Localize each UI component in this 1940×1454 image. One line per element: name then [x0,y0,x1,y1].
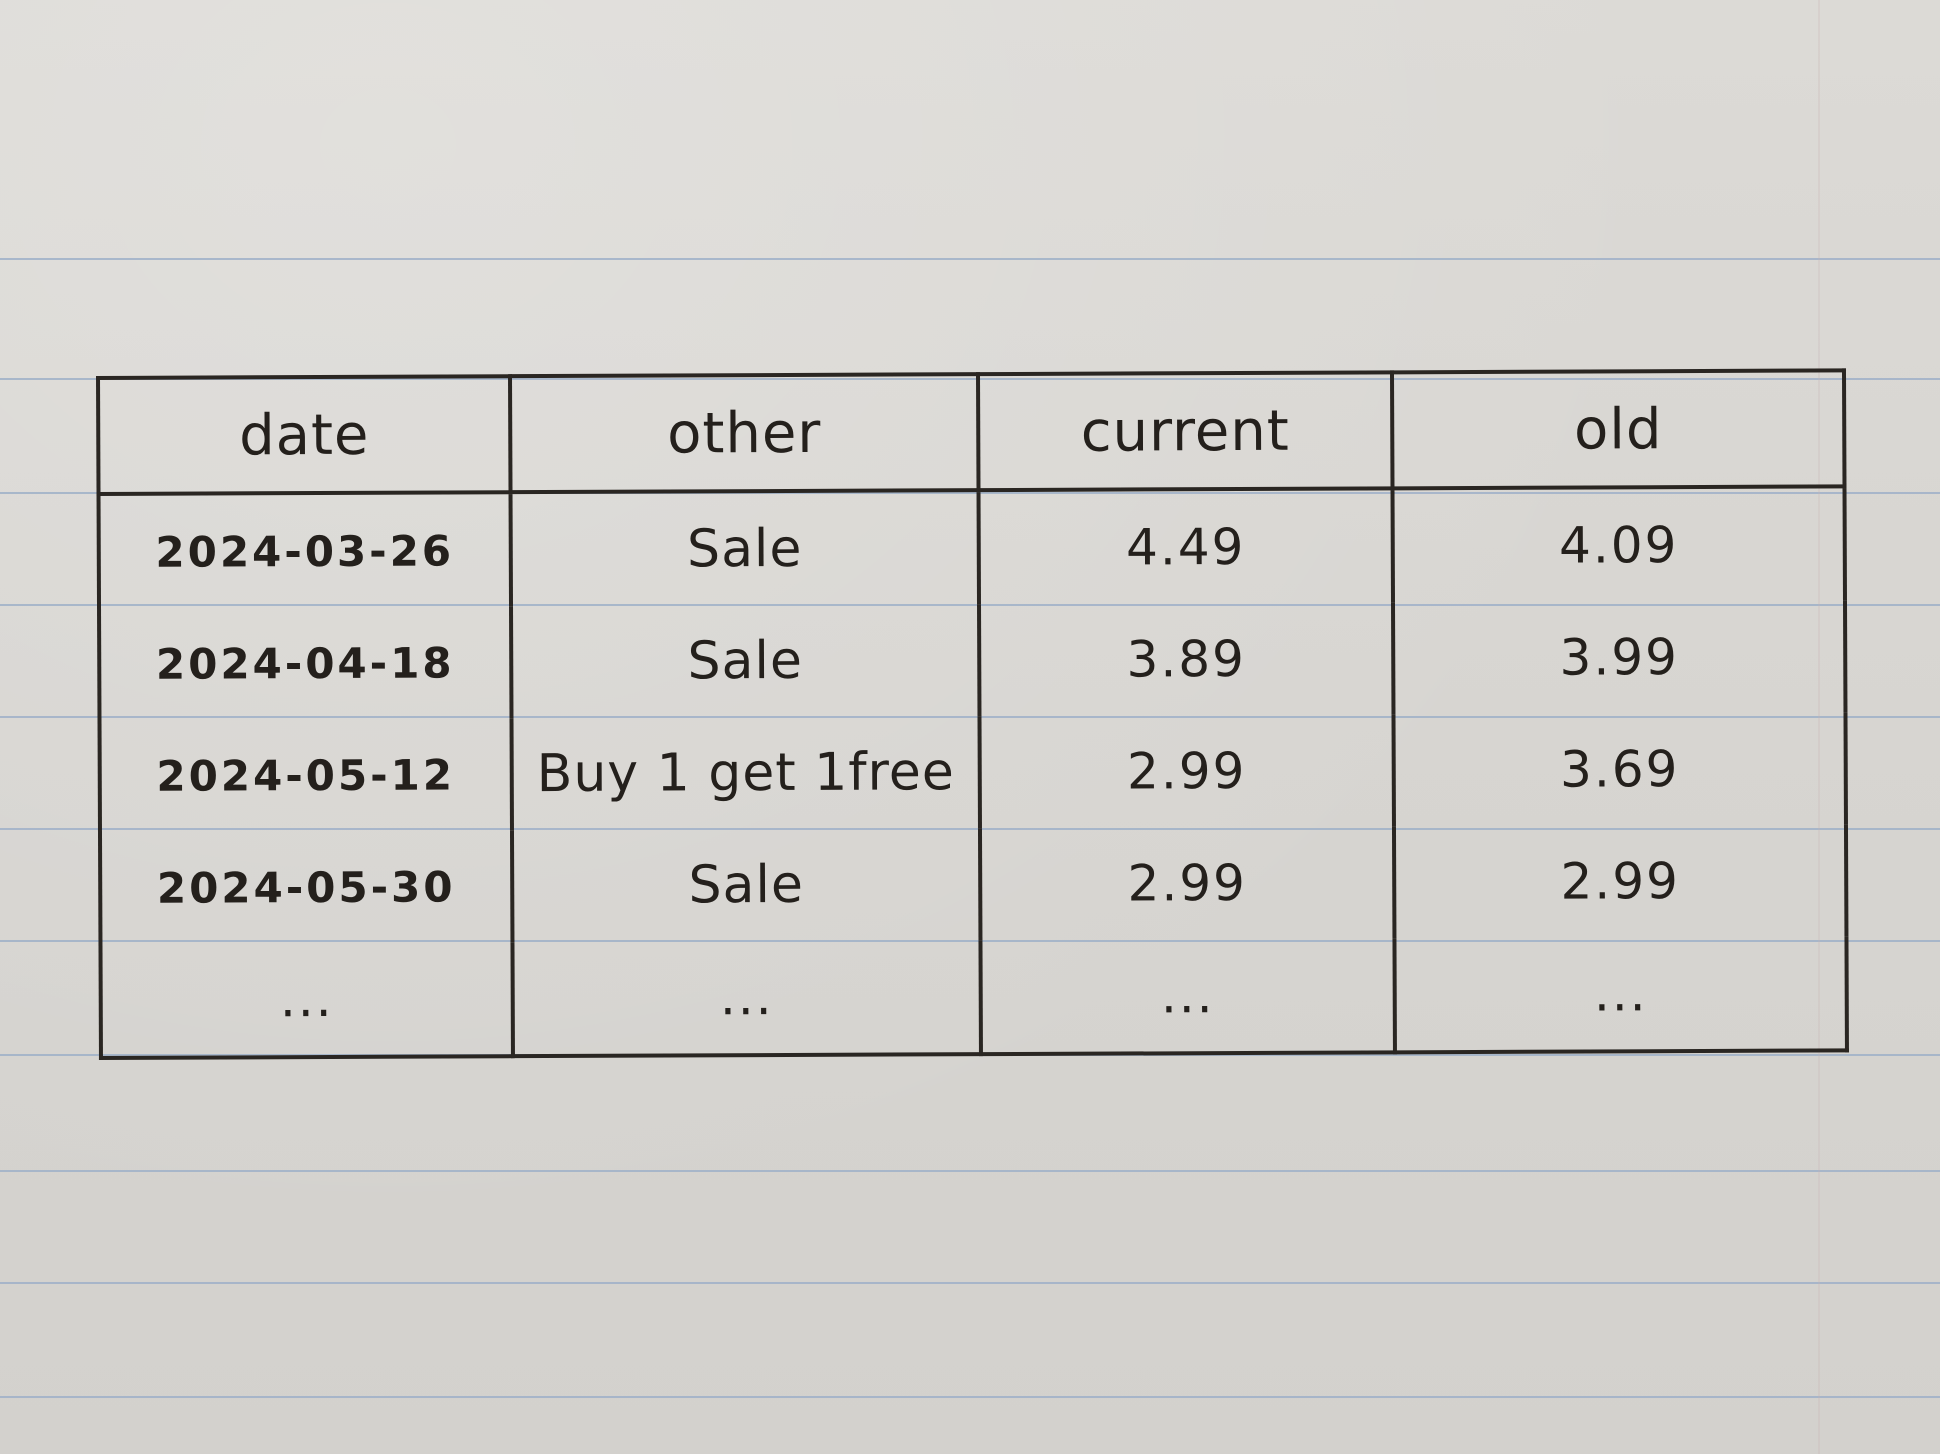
cell-date: 2024-03-26 [99,492,511,608]
ruled-line [0,1396,1940,1398]
table-row: 2024-05-12 Buy 1 get 1free 2.99 3.69 [100,712,1846,832]
ruled-line [0,258,1940,260]
cell-old: 3.69 [1393,712,1845,826]
table-row: 2024-04-18 Sale 3.89 3.99 [99,600,1845,720]
cell-old: 4.09 [1393,486,1845,602]
cell-date: 2024-05-12 [100,718,512,832]
ruled-line [0,1282,1940,1284]
table-row-ellipsis: ... ... ... ... [100,936,1846,1058]
cell-current: 2.99 [980,826,1394,940]
header-date: date [98,376,511,494]
cell-date: 2024-04-18 [99,606,511,720]
cell-ellipsis: ... [512,940,980,1056]
cell-other: Buy 1 get 1free [511,716,979,830]
cell-other: Sale [511,490,979,606]
cell-other: Sale [511,604,979,718]
cell-date: 2024-05-30 [100,830,512,944]
cell-old: 3.99 [1393,600,1845,714]
header-old: old [1392,370,1845,488]
price-table: date other current old 2024-03-26 Sale 4… [96,368,1849,1060]
table-header-row: date other current old [98,370,1844,494]
cell-other: Sale [512,828,980,942]
cell-ellipsis: ... [1394,936,1846,1052]
handwritten-table: date other current old 2024-03-26 Sale 4… [96,368,1845,1058]
cell-current: 3.89 [979,602,1393,716]
table-row: 2024-03-26 Sale 4.49 4.09 [99,486,1845,608]
cell-ellipsis: ... [980,938,1394,1054]
cell-ellipsis: ... [100,942,512,1058]
cell-old: 2.99 [1394,824,1846,938]
ruled-line [0,1170,1940,1172]
table-row: 2024-05-30 Sale 2.99 2.99 [100,824,1846,944]
cell-current: 4.49 [979,488,1393,604]
header-current: current [978,372,1393,490]
header-other: other [510,374,979,492]
cell-current: 2.99 [979,714,1393,828]
